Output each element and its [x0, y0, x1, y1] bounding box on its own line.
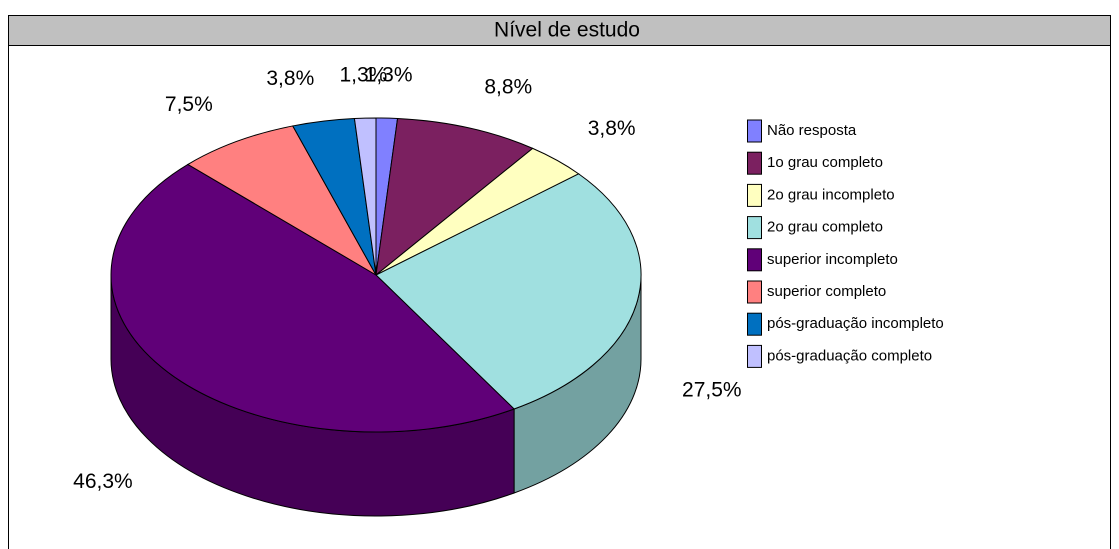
data-label: 1,3%: [339, 63, 387, 86]
legend-swatch: [747, 119, 762, 143]
legend-swatch: [747, 183, 762, 207]
legend-swatch: [747, 344, 762, 368]
legend-swatch: [747, 280, 762, 304]
legend-swatch: [747, 248, 762, 272]
title-bar: [8, 15, 1111, 46]
data-label: 3,8%: [266, 67, 314, 90]
pie-slice: [375, 173, 642, 410]
chart-title: Nível de estudo: [494, 19, 640, 42]
data-label: 8,8%: [484, 76, 532, 99]
legend-swatch: [747, 312, 762, 336]
legend-label: pós-graduação incompleto: [767, 315, 944, 332]
legend-label: 1o grau completo: [767, 154, 883, 171]
pie-slice: [186, 125, 378, 277]
pie-slice: [110, 163, 516, 433]
legend-label: Não resposta: [767, 122, 857, 139]
legend-swatch: [747, 216, 762, 240]
legend-swatch: [747, 151, 762, 175]
legend-label: 2o grau completo: [767, 219, 883, 236]
data-label: 46,3%: [73, 470, 133, 493]
data-label: 1,3%: [365, 63, 413, 86]
pie-slice: [375, 117, 534, 277]
pie-slice: [353, 117, 377, 276]
legend-label: superior incompleto: [767, 251, 898, 268]
legend-label: superior completo: [767, 283, 886, 300]
legend-label: 2o grau incompleto: [767, 186, 895, 203]
data-label: 3,8%: [588, 117, 636, 140]
data-label: 7,5%: [165, 93, 213, 116]
legend-label: pós-graduação completo: [767, 347, 932, 364]
data-label: 27,5%: [682, 379, 742, 402]
